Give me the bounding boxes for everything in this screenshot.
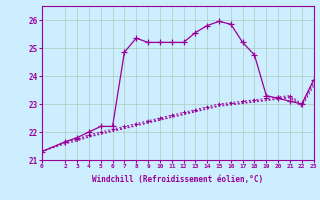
- X-axis label: Windchill (Refroidissement éolien,°C): Windchill (Refroidissement éolien,°C): [92, 175, 263, 184]
